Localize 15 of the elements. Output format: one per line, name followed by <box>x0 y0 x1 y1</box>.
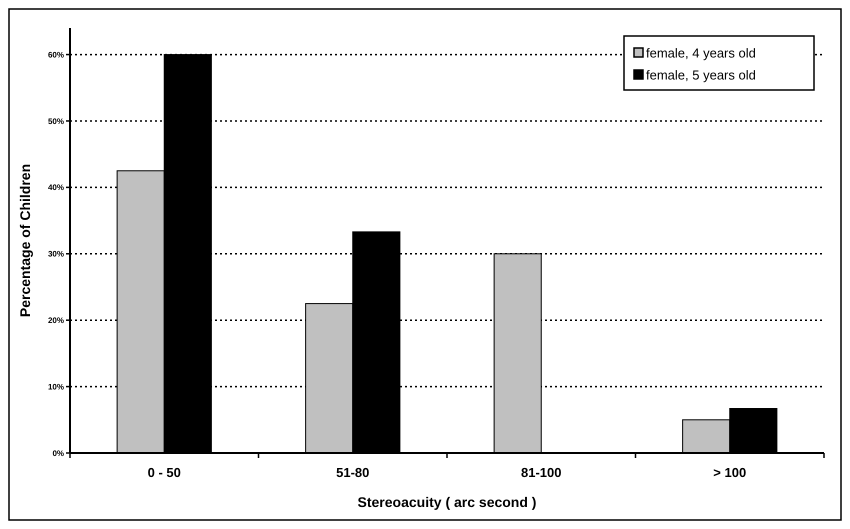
x-tick-label: > 100 <box>713 465 746 480</box>
x-axis-title: Stereoacuity ( arc second ) <box>358 494 536 510</box>
y-tick-label: 40% <box>48 183 64 192</box>
y-tick-label: 30% <box>48 250 64 259</box>
legend-label: female, 4 years old <box>646 46 756 61</box>
x-tick-label: 51-80 <box>336 465 370 480</box>
y-tick-label: 60% <box>48 50 64 60</box>
y-tick-label: 10% <box>48 382 64 392</box>
y-tick-label: 50% <box>48 116 64 126</box>
y-tick-label: 0% <box>52 448 64 458</box>
y-tick-label: 20% <box>48 316 64 325</box>
y-axis-title: Percentage of Children <box>17 164 33 318</box>
x-tick-label: 81-100 <box>521 465 562 480</box>
x-tick-label: 0 - 50 <box>148 465 181 480</box>
legend-label: female, 5 years old <box>646 68 756 83</box>
